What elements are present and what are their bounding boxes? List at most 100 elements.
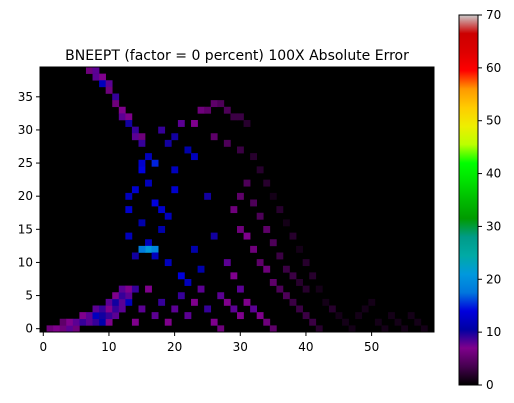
heatmap-cell: [309, 272, 317, 280]
heatmap-cell: [105, 80, 113, 88]
heatmap-cell: [276, 252, 284, 260]
heatmap-cell: [210, 133, 218, 141]
heatmap-cell: [112, 100, 120, 108]
heatmap-cell: [66, 325, 74, 332]
heatmap-cell: [99, 305, 106, 313]
heatmap-cell: [296, 245, 303, 253]
heatmap-cell: [145, 245, 152, 253]
heatmap-cell: [197, 285, 205, 293]
heatmap-cell: [92, 305, 100, 313]
heatmap-cell: [197, 106, 205, 114]
heatmap-cell: [217, 325, 225, 332]
heatmap-cell: [125, 192, 133, 200]
heatmap-cell: [105, 312, 113, 320]
heatmap-cell: [302, 259, 310, 267]
heatmap-cell: [53, 325, 60, 332]
heatmap-cell: [237, 192, 244, 200]
heatmap-cell: [85, 312, 93, 320]
heatmap-cell: [407, 312, 415, 320]
heatmap-cell: [118, 298, 126, 306]
heatmap-cell: [217, 100, 225, 108]
heatmap-cell: [105, 298, 113, 306]
heatmap-cell: [118, 292, 126, 300]
y-tick-label: 25: [18, 156, 33, 170]
colorbar-tick-label: 60: [486, 61, 501, 75]
heatmap-cell: [381, 325, 389, 332]
y-tick-label: 15: [18, 222, 33, 236]
heatmap-cell: [263, 226, 271, 233]
heatmap-cell: [322, 298, 330, 306]
heatmap-cell: [164, 139, 172, 147]
heatmap-cell: [204, 106, 212, 114]
heatmap-cell: [237, 285, 244, 293]
heatmap-cell: [197, 265, 205, 273]
heatmap-cell: [151, 252, 159, 260]
heatmap-cell: [177, 272, 185, 280]
heatmap-cell: [184, 312, 192, 320]
heatmap-cell: [151, 199, 159, 207]
heatmap-cell: [145, 285, 152, 293]
heatmap-cell: [328, 305, 336, 313]
heatmap-cell: [105, 86, 113, 94]
heatmap-cell: [210, 318, 218, 326]
heatmap-cell: [112, 298, 120, 306]
heatmap-cell: [230, 113, 238, 121]
heatmap-cell: [118, 106, 126, 114]
heatmap-cell: [112, 305, 120, 313]
heatmap-cell: [151, 159, 159, 167]
heatmap-cell: [72, 325, 80, 332]
heatmap-cell: [237, 226, 244, 233]
heatmap-cell: [269, 192, 277, 200]
heatmap-cell: [302, 312, 310, 320]
heatmap-cell: [145, 239, 152, 247]
heatmap-cell: [125, 292, 133, 300]
heatmap-cell: [230, 272, 238, 280]
heatmap-cell: [125, 232, 133, 240]
heatmap-cell: [269, 325, 277, 332]
heatmap-cell: [164, 318, 172, 326]
y-tick-label: 0: [25, 322, 33, 336]
x-tick-label: 50: [364, 340, 379, 354]
heatmap-cell: [118, 305, 126, 313]
heatmap-cell: [282, 219, 290, 227]
colorbar-tick-label: 70: [486, 8, 501, 22]
heatmap-cell: [85, 67, 93, 74]
heatmap-cell: [112, 93, 120, 101]
heatmap-cell: [125, 206, 133, 214]
heatmap-cell: [269, 239, 277, 247]
heatmap-cell: [171, 166, 179, 174]
heatmap-cell: [296, 305, 303, 313]
heatmap-cell: [191, 245, 198, 253]
heatmap-cell: [171, 186, 179, 194]
heatmap-cell: [79, 312, 87, 320]
heatmap-cell: [99, 73, 106, 81]
heatmap-cell: [263, 265, 271, 273]
heatmap-cell: [315, 325, 323, 332]
heatmap-cell: [131, 186, 139, 194]
heatmap-cell: [256, 166, 264, 174]
y-tick-label: 20: [18, 189, 33, 203]
x-axis: 0 10 20 30 40 50: [39, 332, 379, 354]
heatmap-cell: [151, 312, 159, 320]
heatmap-cell: [125, 120, 133, 127]
heatmap-cell: [112, 292, 120, 300]
heatmap-cell: [145, 153, 152, 161]
plot-area: [39, 66, 435, 333]
heatmap-cell: [164, 259, 172, 267]
y-tick-label: 5: [25, 289, 33, 303]
heatmap-cell: [361, 305, 369, 313]
heatmap-cell: [99, 318, 106, 326]
heatmap-cell: [125, 113, 133, 121]
heatmap-cell: [289, 272, 297, 280]
heatmap-cell: [131, 285, 139, 293]
heatmap-cell: [263, 179, 271, 187]
heatmap-cell: [171, 133, 179, 141]
y-tick-label: 30: [18, 123, 33, 137]
heatmap-cell: [243, 120, 251, 127]
heatmap-cell: [276, 285, 284, 293]
heatmap-cell: [223, 106, 231, 114]
heatmap-cell: [230, 206, 238, 214]
heatmap-cell: [138, 305, 146, 313]
heatmap-cell: [256, 259, 264, 267]
heatmap-cell: [158, 226, 166, 233]
